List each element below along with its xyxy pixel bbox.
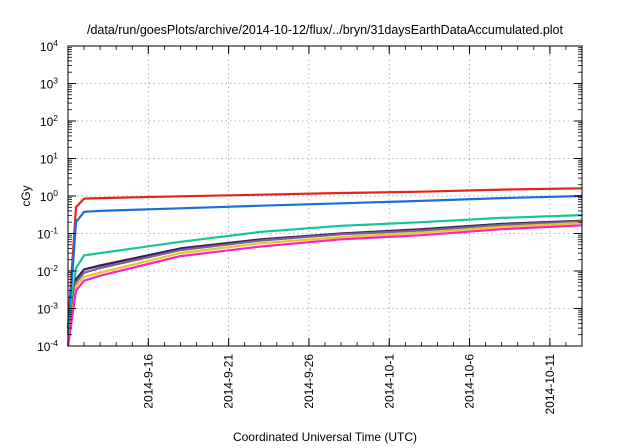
x-tick-label: 2014-9-21 xyxy=(222,354,236,409)
x-tick-label: 2014-10-1 xyxy=(382,354,396,409)
y-tick-labels: 10-4 10-3 10-2 10-1 100 101 102 103 104 xyxy=(37,38,58,354)
x-tick-label: 2014-9-16 xyxy=(141,354,155,409)
y-axis-title: cGy xyxy=(19,185,33,206)
y-tick-label: 10-1 xyxy=(37,226,58,242)
y-tick-label: 100 xyxy=(40,188,58,204)
y-tick-label: 101 xyxy=(40,151,58,167)
x-tick-label: 2014-10-11 xyxy=(543,354,557,415)
series-line-7 xyxy=(66,224,583,347)
grid xyxy=(68,46,582,346)
y-tick-label: 10-2 xyxy=(37,263,58,279)
series-layer xyxy=(66,187,583,347)
x-tick-label: 2014-9-26 xyxy=(302,354,316,409)
series-line-3 xyxy=(66,214,583,335)
x-tick-label: 2014-10-6 xyxy=(463,354,477,409)
series-line-6 xyxy=(66,221,583,347)
y-tick-label: 10-3 xyxy=(37,301,58,317)
chart-title: /data/run/goesPlots/archive/2014-10-12/f… xyxy=(87,23,563,37)
series-line-2 xyxy=(66,194,583,335)
ticks xyxy=(67,45,583,347)
y-tick-label: 104 xyxy=(40,38,58,54)
y-tick-label: 103 xyxy=(40,76,58,92)
y-tick-label: 102 xyxy=(40,113,58,129)
series-line-5 xyxy=(66,220,583,347)
x-tick-labels: 2014-9-16 2014-9-21 2014-9-26 2014-10-1 2014… xyxy=(141,354,557,415)
series-line-4 xyxy=(66,219,583,347)
x-axis-title: Coordinated Universal Time (UTC) xyxy=(233,430,417,444)
y-tick-label: 10-4 xyxy=(37,338,58,354)
series-line-1 xyxy=(66,187,583,329)
